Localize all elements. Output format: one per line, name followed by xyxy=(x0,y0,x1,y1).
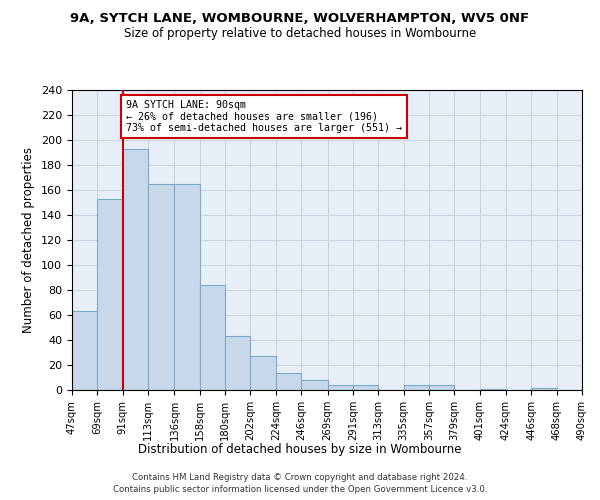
Text: Contains HM Land Registry data © Crown copyright and database right 2024.: Contains HM Land Registry data © Crown c… xyxy=(132,472,468,482)
Bar xyxy=(301,380,328,390)
Bar xyxy=(328,385,353,390)
Text: Distribution of detached houses by size in Wombourne: Distribution of detached houses by size … xyxy=(138,442,462,456)
Bar xyxy=(353,385,378,390)
Text: Size of property relative to detached houses in Wombourne: Size of property relative to detached ho… xyxy=(124,28,476,40)
Bar xyxy=(404,385,429,390)
Bar xyxy=(200,285,225,390)
Bar xyxy=(225,336,250,390)
Bar xyxy=(532,388,557,390)
Bar xyxy=(122,149,148,390)
Y-axis label: Number of detached properties: Number of detached properties xyxy=(22,147,35,333)
Bar xyxy=(72,311,97,390)
Text: 9A SYTCH LANE: 90sqm
← 26% of detached houses are smaller (196)
73% of semi-deta: 9A SYTCH LANE: 90sqm ← 26% of detached h… xyxy=(126,100,402,133)
Text: Contains public sector information licensed under the Open Government Licence v3: Contains public sector information licen… xyxy=(113,485,487,494)
Bar xyxy=(148,184,175,390)
Bar xyxy=(250,356,276,390)
Bar xyxy=(276,372,301,390)
Bar xyxy=(479,389,506,390)
Text: 9A, SYTCH LANE, WOMBOURNE, WOLVERHAMPTON, WV5 0NF: 9A, SYTCH LANE, WOMBOURNE, WOLVERHAMPTON… xyxy=(70,12,530,26)
Bar xyxy=(97,198,122,390)
Bar xyxy=(429,385,454,390)
Bar xyxy=(175,184,200,390)
